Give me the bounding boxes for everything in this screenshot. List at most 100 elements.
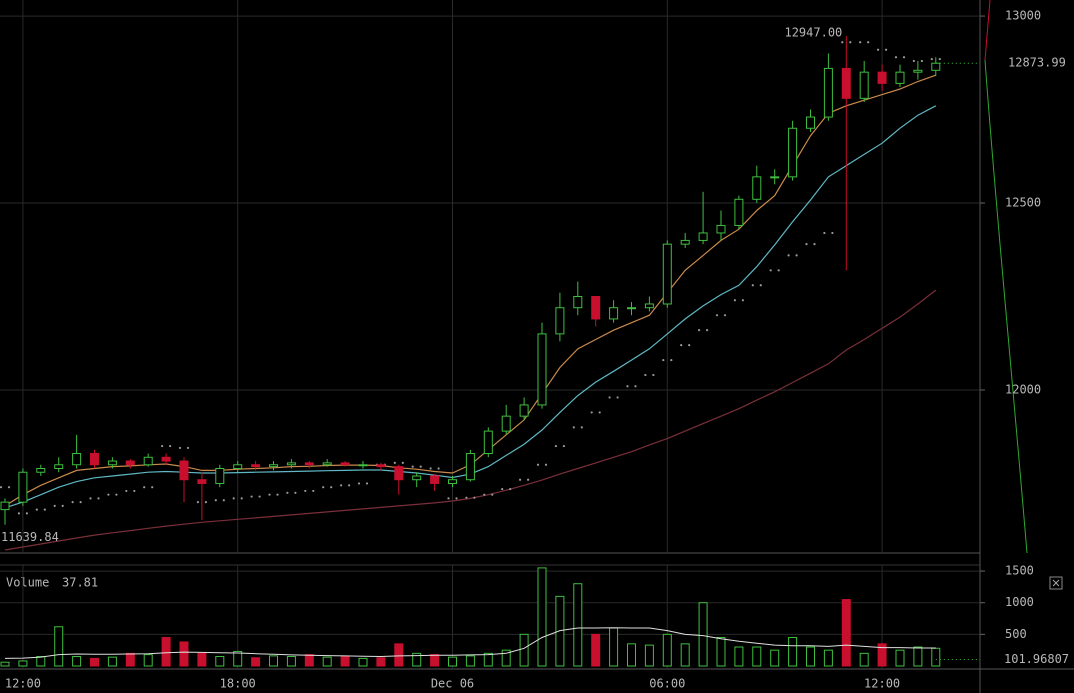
sar-dot (250, 495, 253, 498)
sar-dot (688, 344, 691, 347)
candle-body (197, 479, 207, 484)
sar-dot (715, 314, 719, 317)
volume-bar (125, 652, 135, 667)
volume-bar (179, 641, 189, 667)
volume-bar (626, 643, 636, 667)
candle-body (877, 71, 887, 84)
candle-body (859, 71, 869, 99)
volume-bar (107, 656, 117, 667)
sar-dot (61, 504, 64, 507)
volume-bar (465, 655, 475, 667)
sar-dot (222, 499, 225, 502)
sar-dot (680, 344, 683, 347)
volume-bar (877, 643, 887, 667)
sar-dot (769, 269, 772, 272)
candle-body (18, 471, 28, 503)
candle-body (501, 415, 511, 432)
volume-bar (555, 595, 565, 667)
sar-dot (151, 486, 154, 489)
moving-average (4, 289, 937, 551)
sar-dot (562, 444, 565, 448)
volume-bar (0, 661, 10, 667)
last-price-label: 12873.99 (1008, 56, 1066, 70)
y-tick-label: 13000 (1005, 9, 1041, 23)
volume-bar (859, 652, 869, 667)
volume-bar (537, 567, 547, 667)
sar-dot (473, 496, 476, 499)
sar-dot (912, 59, 915, 63)
sar-dot (634, 385, 637, 388)
sar-dot (437, 467, 440, 470)
candle-body (36, 467, 46, 473)
sar-dot (419, 465, 422, 468)
sar-dot (258, 495, 261, 498)
candle-body (734, 198, 744, 226)
sar-dot (268, 493, 271, 496)
sar-dot (7, 486, 11, 489)
close-icon[interactable] (1052, 579, 1060, 587)
sar-dot (590, 411, 593, 414)
sar-dot (823, 231, 826, 235)
sar-dot (876, 48, 880, 51)
volume-bar (54, 626, 64, 667)
candle-body (483, 430, 493, 455)
sar-dot (232, 497, 235, 500)
sar-dot (608, 396, 611, 399)
candle-body (752, 176, 762, 200)
low-label: 11639.84 (1, 530, 59, 544)
volume-bar (680, 643, 690, 667)
sar-dot (214, 499, 217, 502)
close-button[interactable] (1049, 576, 1063, 590)
sar-dot (884, 48, 888, 51)
candle-body (125, 460, 135, 466)
volume-bar (90, 657, 100, 667)
volume-bar (376, 657, 386, 667)
sar-dot (411, 465, 414, 468)
sar-dot (787, 254, 790, 257)
candle-body (644, 303, 654, 309)
sar-dot (723, 314, 727, 317)
sar-dot (0, 486, 3, 489)
sar-dot (930, 57, 933, 61)
sar-dot (795, 254, 798, 257)
volume-bar (770, 649, 780, 667)
candle-body (626, 307, 636, 310)
volume-bar (805, 646, 815, 667)
volume-bar (501, 649, 511, 667)
x-tick-label: Dec 06 (431, 677, 474, 691)
candle-body (788, 127, 798, 178)
volume-bar (931, 647, 941, 667)
volume-bar (519, 633, 529, 667)
candle-body (680, 239, 690, 245)
sar-dot (97, 497, 100, 500)
sar-dot (401, 461, 404, 464)
x-tick-label: 12:00 (5, 677, 41, 691)
sar-dot (276, 493, 279, 496)
sar-dot (455, 497, 458, 500)
candle-body (304, 462, 314, 466)
sar-dot (938, 57, 941, 61)
volume-bar (233, 650, 243, 667)
candle-body (322, 462, 332, 466)
volume-bar (841, 599, 851, 667)
volume-title: Volume (6, 576, 49, 590)
last-volume-label: 101.96807 (1004, 652, 1069, 666)
depth-line (984, 0, 991, 61)
sar-dot (35, 508, 38, 511)
candle-body (537, 333, 547, 406)
sar-dot (25, 512, 29, 515)
sar-dot (751, 284, 754, 287)
candle-body (519, 404, 529, 417)
y-tick-label: 1000 (1005, 595, 1034, 609)
sar-dot (304, 489, 307, 493)
y-tick-label: 12500 (1005, 196, 1041, 210)
candle-body (54, 464, 64, 469)
sar-dot (536, 463, 540, 466)
sar-dot (501, 487, 504, 491)
sar-dot (841, 41, 844, 44)
sar-dot (169, 444, 172, 448)
sar-dot (125, 489, 128, 493)
sar-dot (741, 299, 744, 302)
